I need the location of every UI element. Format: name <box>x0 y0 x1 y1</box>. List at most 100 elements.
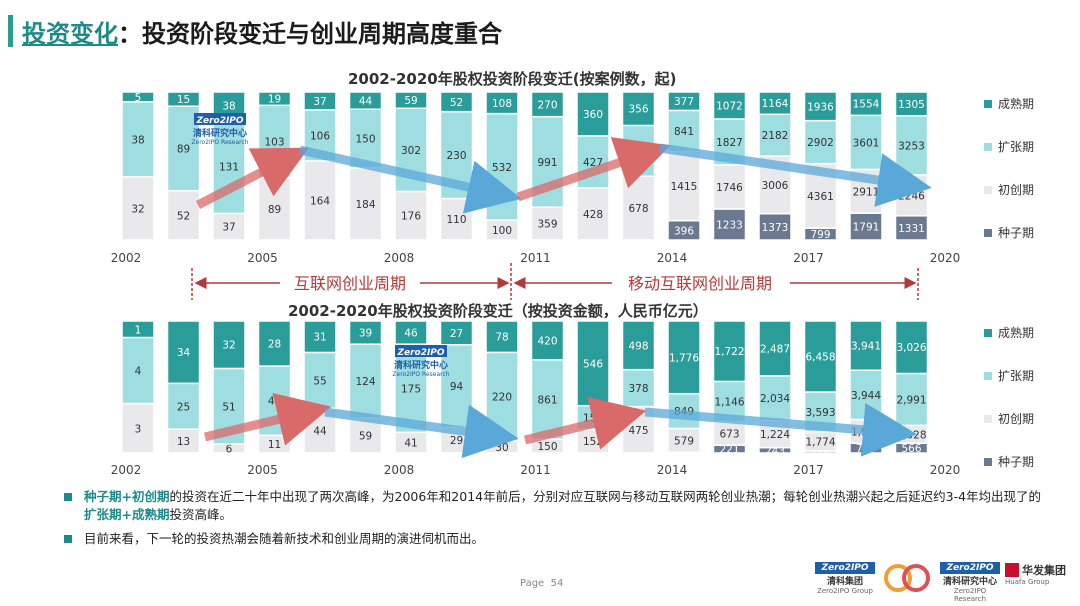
chart1-label-2009-成熟期: 52 <box>450 97 463 109</box>
chart2-bar-2002-初创期 <box>121 402 155 454</box>
bullet-1-text-end: 投资高峰。 <box>169 507 232 522</box>
chart2-stamp-cn: 清科研究中心 <box>394 359 448 371</box>
chart1-label-2011-成熟期: 270 <box>537 99 557 111</box>
chart2-label-2019-成熟期: 3,026 <box>896 342 926 354</box>
chart1-xtick-2008: 2008 <box>384 251 415 265</box>
chart1-xtick-2002: 2002 <box>111 251 142 265</box>
chart2-bar-2016-成熟期 <box>758 320 792 377</box>
chart2-legend-初创期: 初创期 <box>998 412 1034 426</box>
chart2-label-2018-成熟期: 3,941 <box>851 341 881 353</box>
chart1-legend-swatch-初创期 <box>984 186 992 194</box>
chart1-label-2019-扩张期: 3253 <box>898 140 925 152</box>
chart1-bar-2003-成熟期 <box>166 91 201 107</box>
chart2-label-2002-成熟期: 1 <box>135 324 142 336</box>
chart2-label-2018-种子期: 779 <box>856 443 876 455</box>
chart1-title: 2002-2020年股权投资阶段变迁(按案例数，起) <box>348 70 677 88</box>
logo-group-stamp: Zero2IPO <box>815 562 875 574</box>
chart1-bar-2016-种子期 <box>758 212 792 241</box>
chart2-label-2007-初创期: 59 <box>359 430 372 442</box>
chart2-label-2004-初创期: 6 <box>226 444 233 456</box>
chart2-trend-up-1 <box>203 393 332 446</box>
chart2-label-2013-初创期: 475 <box>628 425 648 437</box>
chart2-label-2002-扩张期: 4 <box>135 366 142 378</box>
chart2-label-2003-初创期: 13 <box>177 436 190 448</box>
chart1-label-2006-成熟期: 37 <box>313 96 326 108</box>
chart1-bar-2002-扩张期 <box>121 101 155 178</box>
chart2-bar-2017-成熟期 <box>803 320 838 393</box>
chart2-xtick-2002: 2002 <box>111 463 142 477</box>
chart1-label-2019-种子期: 1331 <box>898 223 925 235</box>
logo-research-cn: 清科研究中心 <box>942 577 997 587</box>
bullet-list: 种子期+初创期的投资在近二十年中出现了两次高峰，为2006年和2014年前后，分… <box>62 488 1052 554</box>
chart2-xtick-2008: 2008 <box>384 463 415 477</box>
cycle-internet-label: 互联网创业周期 <box>294 274 406 293</box>
chart2-legend-swatch-种子期 <box>984 458 992 466</box>
chart2-label-2008-成熟期: 46 <box>404 328 418 340</box>
chart1-label-2004-扩张期: 131 <box>219 161 239 173</box>
chart1-label-2019-成熟期: 1305 <box>898 99 925 111</box>
chart1-label-2014-成熟期: 377 <box>674 96 694 108</box>
chart1-label-2010-成熟期: 108 <box>492 98 512 110</box>
chart1-bar-2019-成熟期 <box>894 91 929 117</box>
chart1-label-2003-成熟期: 15 <box>177 94 190 106</box>
chart1-label-2018-初创期: 2911 <box>853 186 880 198</box>
chart1-bar-2007-成熟期 <box>348 91 383 110</box>
chart2-bar-2007-成熟期 <box>348 320 383 345</box>
chart1-bar-2006-初创期 <box>303 160 337 241</box>
chart1-label-2002-初创期: 32 <box>131 203 144 215</box>
chart1-label-2018-种子期: 1791 <box>853 222 880 234</box>
chart1-label-2006-扩张期: 106 <box>310 130 330 142</box>
chart1-bar-2012-成熟期 <box>576 91 610 137</box>
logo-zero2ipo-research: Zero2IPO 清科研究中心 Zero2IPO Research <box>940 562 1000 603</box>
logo-research-stamp: Zero2IPO <box>940 562 1000 574</box>
chart2-label-2013-扩张期: 378 <box>628 383 648 395</box>
chart1-legend-种子期: 种子期 <box>998 226 1034 240</box>
chart2-label-2009-扩张期: 94 <box>450 381 464 393</box>
chart1-stamp-en: Zero2IPO Research <box>191 139 248 146</box>
chart1-bar-2016-成熟期 <box>758 91 792 116</box>
chart2-label-2012-成熟期: 546 <box>583 358 603 370</box>
chart2-label-2011-扩张期: 861 <box>537 394 557 406</box>
logo-zero2ipo-group: Zero2IPO 清科集团 Zero2IPO Group <box>815 562 875 595</box>
chart1-label-2015-初创期: 1746 <box>716 182 743 194</box>
chart1-label-2014-扩张期: 841 <box>674 126 694 138</box>
chart2-label-2016-扩张期: 2,034 <box>760 393 790 405</box>
chart2-label-2015-扩张期: 1,146 <box>714 397 744 409</box>
chart1-bar-2018-成熟期 <box>849 91 883 117</box>
chart2-bar-2011-成熟期 <box>530 320 565 361</box>
chart2-legend-扩张期: 扩张期 <box>998 369 1034 383</box>
chart2-bar-2014-成熟期 <box>667 320 701 395</box>
chart1-trend-up-2 <box>516 137 671 202</box>
chart1-label-2018-扩张期: 3601 <box>853 137 880 149</box>
chart2-xtick-2005: 2005 <box>247 463 278 477</box>
chart2-xtick-2020: 2020 <box>930 463 961 477</box>
chart1-bar-2006-成熟期 <box>303 91 337 111</box>
chart2-label-2017-扩张期: 3,593 <box>805 407 835 419</box>
chart2-label-2010-成熟期: 78 <box>495 332 508 344</box>
chart2-bar-2006-成熟期 <box>303 320 337 354</box>
chart2-label-2002-初创期: 3 <box>135 423 142 435</box>
logo-huafa-group: 华发集团 Huafa Group <box>1005 562 1075 586</box>
chart2-label-2006-扩张期: 55 <box>313 375 326 387</box>
chart2-label-2019-种子期: 566 <box>901 443 921 455</box>
chart2-label-2006-成熟期: 31 <box>313 332 326 344</box>
chart2-label-2004-扩张期: 51 <box>222 401 235 413</box>
chart1-xtick-2017: 2017 <box>793 251 824 265</box>
chart1-label-2011-初创期: 359 <box>537 219 557 231</box>
chart1-label-2010-扩张期: 532 <box>492 162 512 174</box>
chart1-trend-up-1 <box>195 147 309 209</box>
chart2-label-2019-扩张期: 2,991 <box>896 394 926 406</box>
chart1-label-2002-成熟期: 5 <box>135 92 142 104</box>
chart1-label-2016-种子期: 1373 <box>762 222 789 234</box>
chart1-legend-swatch-种子期 <box>984 229 992 237</box>
chart1-bar-2003-初创期 <box>166 189 201 241</box>
chart1-stamp-cn: 清科研究中心 <box>193 127 247 139</box>
bullet-item-1: 种子期+初创期的投资在近二十年中出现了两次高峰，为2006年和2014年前后，分… <box>62 488 1052 524</box>
chart1-label-2002-扩张期: 38 <box>131 134 144 146</box>
chart2-label-2012-初创期: 152 <box>583 436 603 448</box>
chart1-bar-2013-成熟期 <box>621 91 656 127</box>
chart1-label-2008-扩张期: 302 <box>401 145 421 157</box>
chart2-label-2006-初创期: 44 <box>313 426 327 438</box>
chart2-trend-up-2 <box>523 397 647 450</box>
